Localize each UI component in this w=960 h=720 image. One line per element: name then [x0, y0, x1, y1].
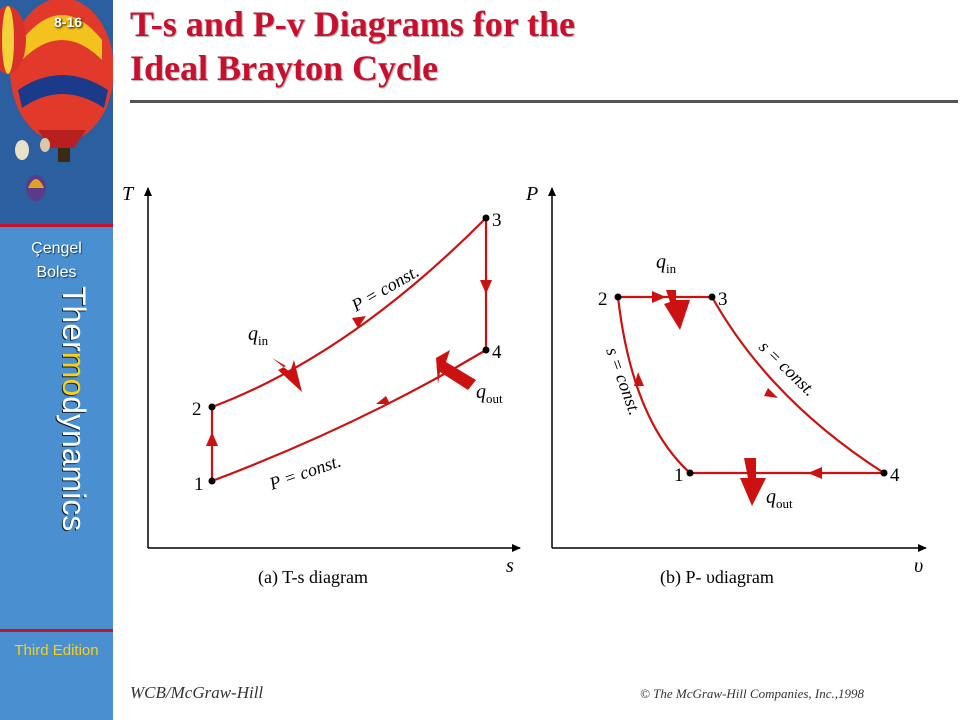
ts-state-4-point	[482, 346, 490, 354]
pv-qin-arrow	[664, 290, 690, 330]
slide-number: 8-16	[54, 14, 83, 30]
pv-qout-arrow	[740, 458, 766, 506]
ts-state-2-point	[208, 403, 216, 411]
ts-qout-arrow	[436, 350, 476, 390]
ts-state-4-label: 4	[492, 342, 502, 363]
footer-publisher: WCB/McGraw-Hill	[130, 683, 264, 702]
pv-state-1-point	[686, 469, 694, 477]
ts-diagram: T s 1 2 3 4 P = const. P = const. qin qo…	[122, 183, 521, 588]
ts-qout-label: qout	[476, 381, 503, 406]
sidebar-divider-top	[0, 224, 113, 227]
pv-state-2-point	[614, 293, 622, 301]
title-underline	[130, 100, 958, 103]
book-title-part-b: mo	[56, 351, 92, 397]
pv-state-3-label: 3	[718, 289, 728, 310]
pv-p-axis-label: P	[525, 183, 538, 205]
author-boles: Boles	[36, 264, 77, 281]
pv-state-2-label: 2	[598, 289, 608, 310]
pv-caption: (b) P- υdiagram	[660, 567, 774, 588]
ts-arrow-2-3	[352, 316, 366, 328]
footer-copyright: © The McGraw-Hill Companies, Inc.,1998	[640, 686, 864, 701]
pv-state-4-point	[880, 469, 888, 477]
author-cengel: Çengel	[31, 240, 82, 257]
pv-compression-curve	[616, 296, 691, 474]
ts-t-axis-label: T	[122, 183, 135, 205]
pv-v-axis-label: υ	[914, 555, 923, 577]
slide-title-line2: Ideal Brayton Cycle	[130, 48, 438, 88]
ts-arrow-3-4	[480, 280, 492, 294]
ts-state-3-label: 3	[492, 210, 502, 231]
pv-state-3-point	[708, 293, 716, 301]
ts-heat-addition-curve	[211, 217, 487, 409]
ts-s-axis-label: s	[506, 555, 514, 577]
ts-lower-process-label: P = const.	[266, 451, 344, 494]
book-title-part-c: dynamics	[56, 396, 92, 532]
pv-diagram: P υ 2 3 1 4 s = const. s = const. qin qo…	[525, 183, 927, 588]
ts-state-1-label: 1	[194, 474, 204, 495]
slide-title: T-s and P-v Diagrams for the Ideal Brayt…	[130, 2, 950, 90]
pv-qin-label: qin	[656, 251, 677, 276]
ts-caption: (a) T-s diagram	[258, 567, 368, 588]
slide-title-line1: T-s and P-v Diagrams for the	[130, 4, 576, 44]
ts-arrow-4-1	[376, 396, 390, 404]
pv-right-process-label: s = const.	[755, 336, 820, 399]
pv-qout-label: qout	[766, 486, 793, 511]
balloon-illustration	[0, 0, 113, 225]
pv-arrow-2-3	[652, 291, 666, 303]
pv-state-4-label: 4	[890, 465, 900, 486]
ts-state-1-point	[208, 477, 216, 485]
book-title: Thermodynamics	[55, 286, 92, 531]
ts-state-3-point	[482, 214, 490, 222]
pv-arrow-1-2	[634, 372, 644, 386]
sidebar: 8-16 Çengel Boles Thermodynamics Third E…	[0, 0, 113, 720]
pv-expansion-curve	[711, 296, 885, 474]
ts-qin-arrow	[272, 358, 302, 392]
balloon-image	[0, 0, 113, 225]
ts-qin-label: qin	[248, 323, 269, 348]
pv-arrow-3-4	[764, 388, 778, 398]
ts-state-2-label: 2	[192, 399, 202, 420]
pv-arrow-4-1	[808, 467, 822, 479]
sidebar-divider-bottom	[0, 629, 113, 632]
pv-state-1-label: 1	[674, 465, 684, 486]
brayton-diagrams: T s 1 2 3 4 P = const. P = const. qin qo…	[122, 183, 927, 588]
edition-label: Third Edition	[14, 642, 99, 659]
ts-arrow-1-2	[206, 432, 218, 446]
book-title-part-a: Ther	[56, 286, 92, 352]
